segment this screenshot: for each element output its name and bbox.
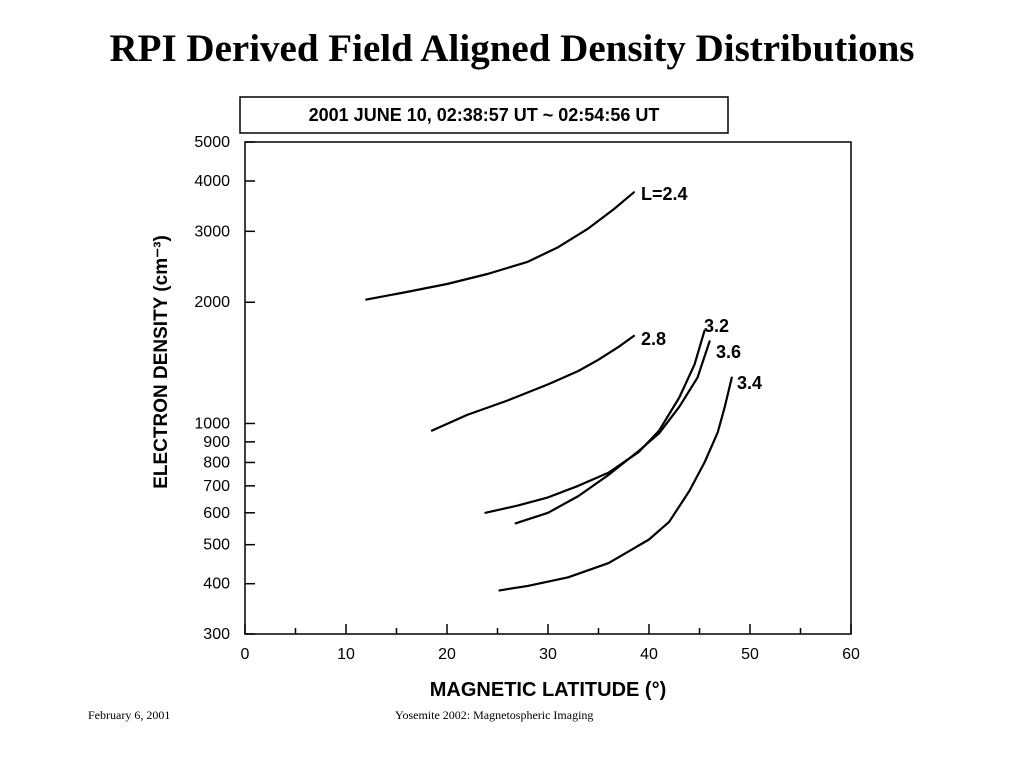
series-label: 3.4 <box>737 373 762 393</box>
x-tick-label: 40 <box>640 646 658 663</box>
y-tick-label: 700 <box>203 478 230 495</box>
series-line <box>430 334 635 432</box>
chart-title-box <box>239 96 729 134</box>
y-tick-label: 4000 <box>194 173 230 190</box>
series-line <box>365 191 635 301</box>
y-tick-label: 500 <box>203 537 230 554</box>
y-tick-label: 300 <box>203 626 230 643</box>
series-label: 2.8 <box>641 329 666 349</box>
y-axis: 300 400 500 600 700 800 900 1000 2000 3000 4000 500… <box>194 134 255 643</box>
series-label: L=2.4 <box>641 184 688 204</box>
series-line <box>514 340 711 525</box>
x-axis-label: MAGNETIC LATITUDE (°) <box>430 679 666 701</box>
y-tick-label: 2000 <box>194 294 230 311</box>
slide-title: RPI Derived Field Aligned Density Distri… <box>109 27 915 70</box>
x-tick-label: 30 <box>539 646 557 663</box>
y-tick-label: 400 <box>203 576 230 593</box>
series-label: 3.6 <box>716 342 741 362</box>
footer-conference: Yosemite 2002: Magnetospheric Imaging <box>395 708 594 722</box>
chart-title: 2001 JUNE 10, 02:38:57 UT ~ 02:54:56 UT <box>309 105 660 125</box>
x-tick-label: 60 <box>842 646 860 663</box>
y-tick-label: 800 <box>203 454 230 471</box>
series-line <box>498 376 733 592</box>
y-tick-label: 900 <box>203 434 230 451</box>
x-axis: 0 10 20 30 40 50 60 <box>241 624 860 663</box>
footer-date: February 6, 2001 <box>88 708 171 722</box>
x-tick-label: 50 <box>741 646 759 663</box>
y-tick-label: 1000 <box>194 415 230 432</box>
x-tick-label: 0 <box>241 646 250 663</box>
x-tick-label: 20 <box>438 646 456 663</box>
series-lines: L=2.4 2.8 3.2 3.6 3.4 <box>365 184 762 592</box>
x-tick-label: 10 <box>337 646 355 663</box>
y-axis-label: ELECTRON DENSITY (cm⁻³) <box>151 235 172 489</box>
series-label: 3.2 <box>704 316 729 336</box>
y-tick-label: 5000 <box>194 134 230 151</box>
y-tick-label: 600 <box>203 505 230 522</box>
y-tick-label: 3000 <box>194 223 230 240</box>
